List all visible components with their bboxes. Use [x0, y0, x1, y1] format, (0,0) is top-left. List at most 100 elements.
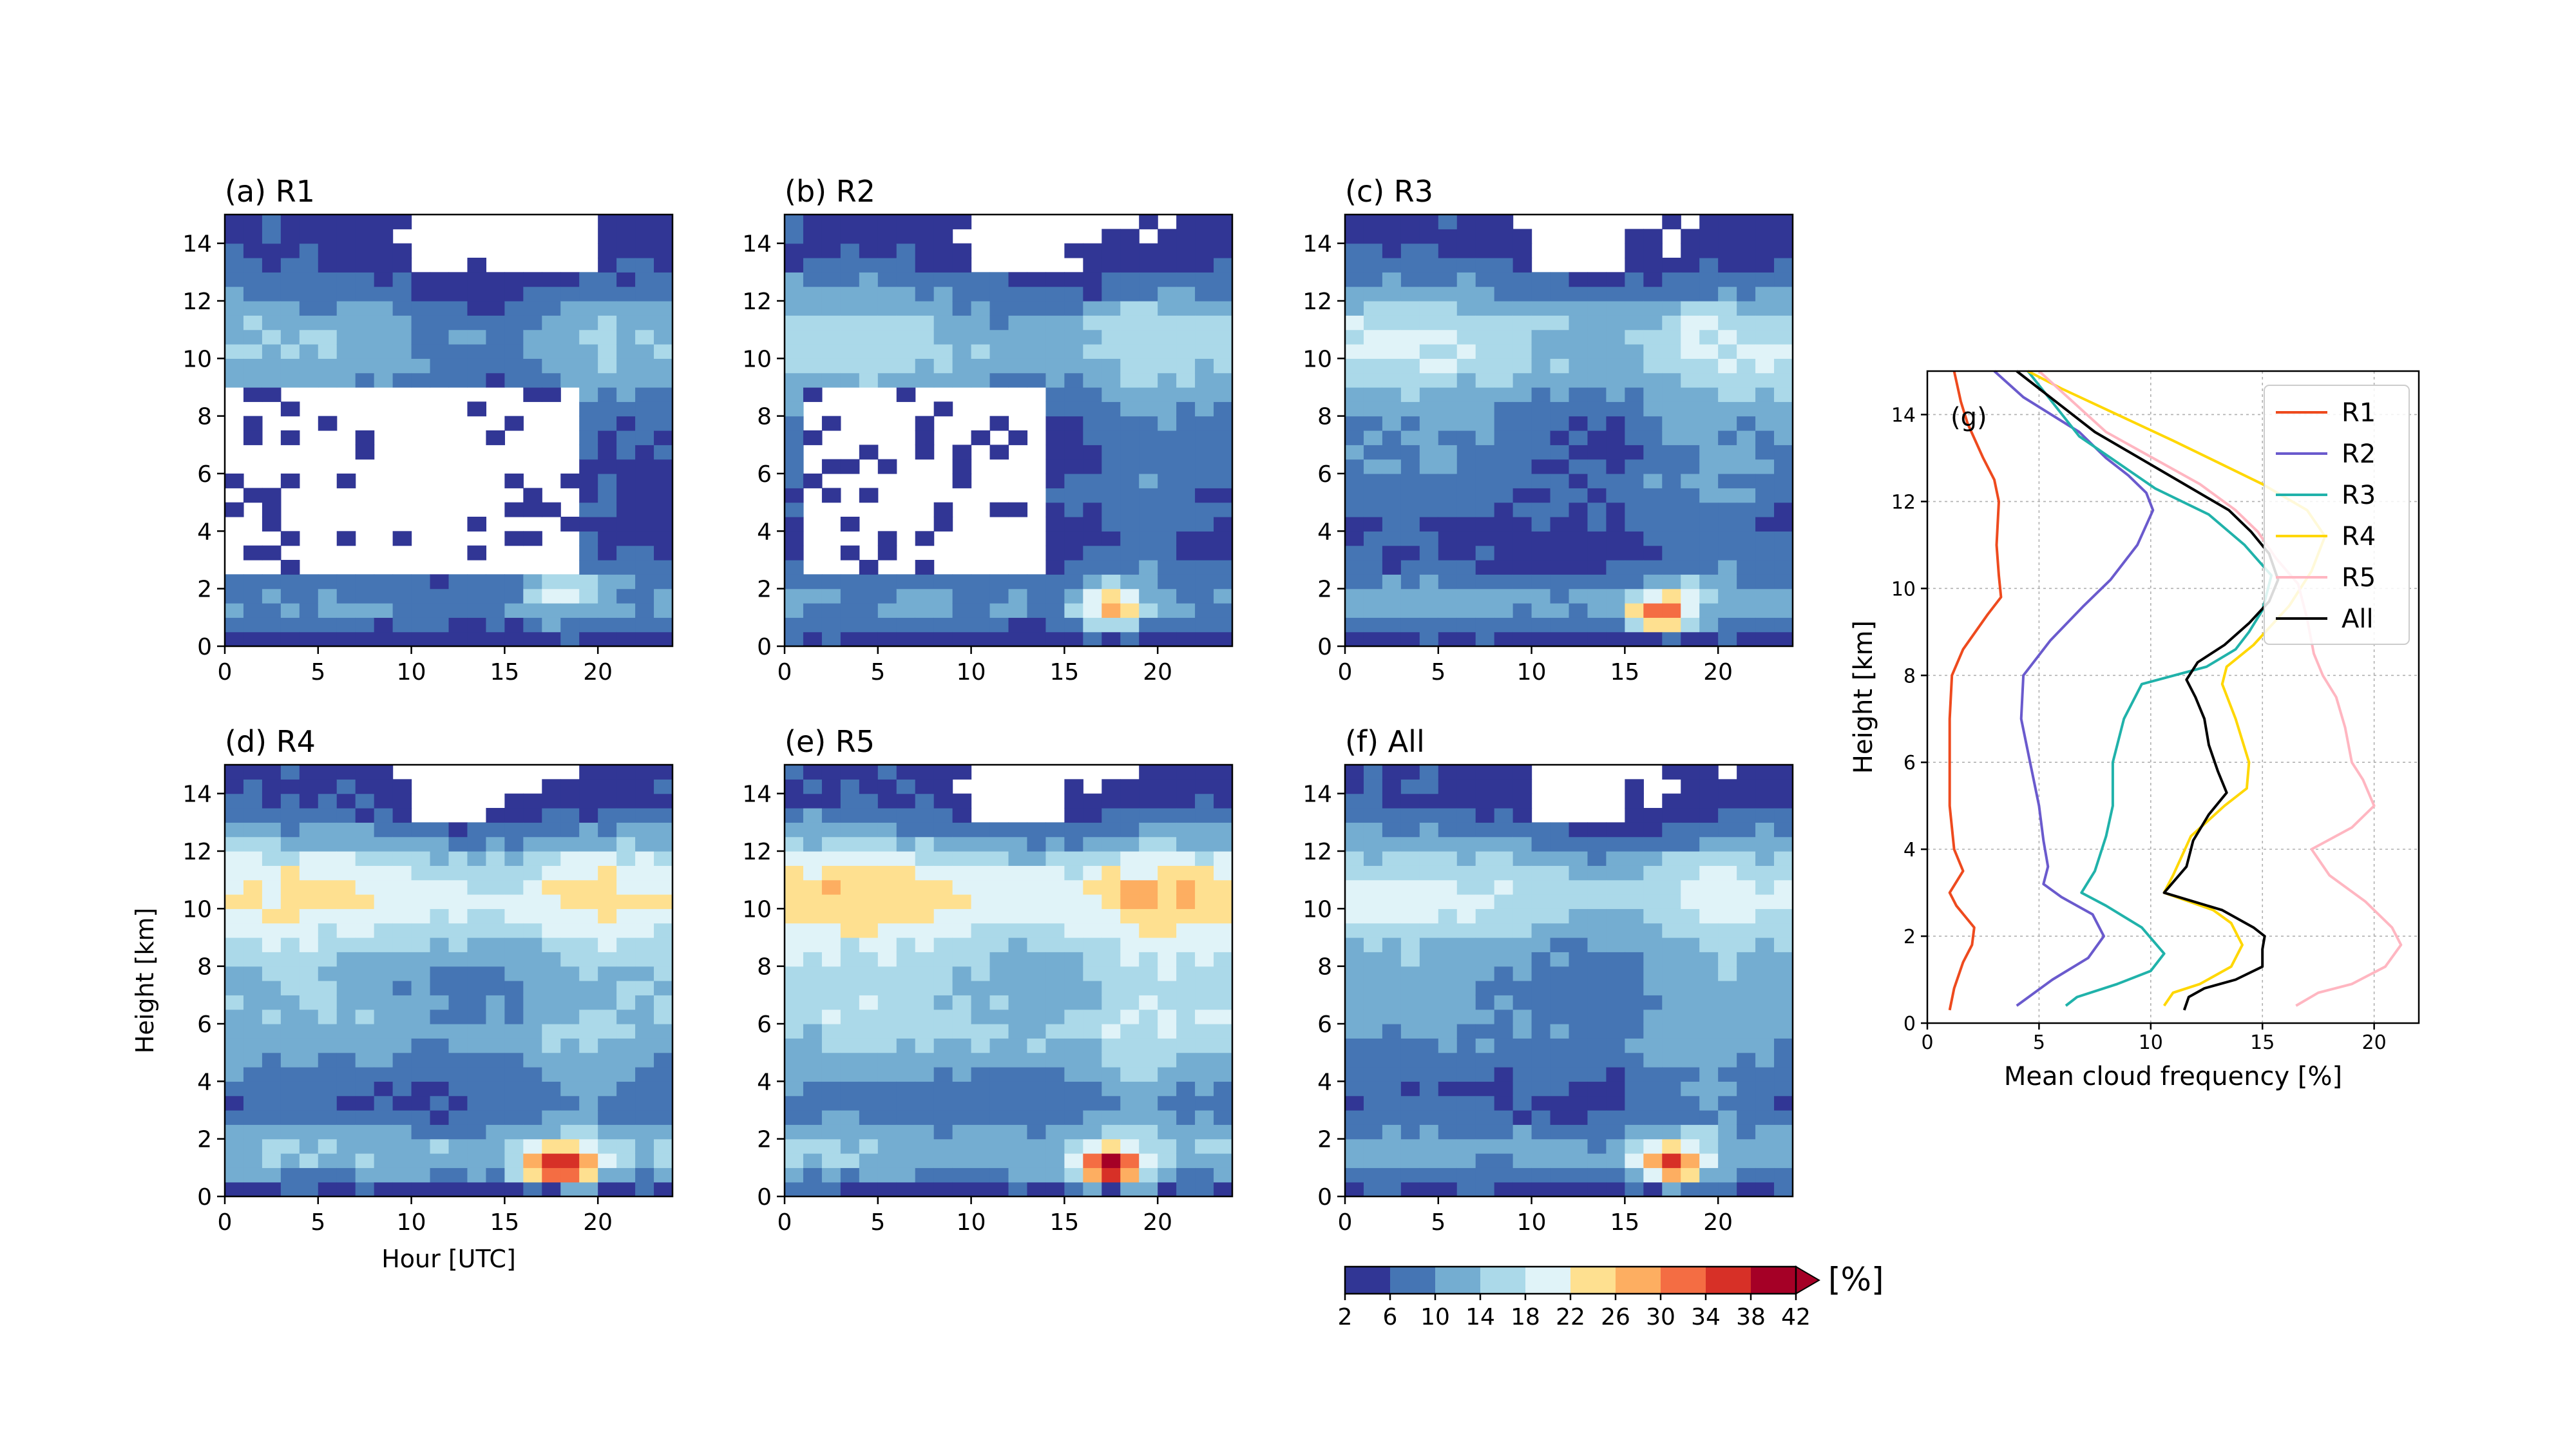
heatmap-cell — [635, 272, 654, 287]
x-tick-label: 20 — [2362, 1032, 2387, 1054]
heatmap-cell — [616, 808, 636, 823]
heatmap-cell — [1625, 229, 1644, 244]
heatmap-cell — [1382, 779, 1402, 794]
heatmap-cell — [1008, 603, 1028, 618]
heatmap-cell — [933, 1124, 953, 1140]
heatmap-cell — [915, 560, 935, 575]
heatmap-cell — [1045, 387, 1065, 402]
heatmap-cell — [1345, 981, 1364, 995]
series-line-r3 — [2027, 370, 2273, 1007]
heatmap-cell — [1456, 808, 1476, 823]
heatmap-cell — [840, 1009, 860, 1024]
heatmap-cell — [225, 1009, 244, 1024]
heatmap-cell — [1176, 531, 1196, 546]
colorbar-segment — [1480, 1267, 1526, 1294]
heatmap-cell — [1345, 952, 1364, 967]
heatmap-cell — [1755, 981, 1775, 995]
heatmap-cell — [1382, 1067, 1402, 1082]
heatmap-cell — [1494, 445, 1514, 460]
heatmap-cell — [1400, 545, 1420, 561]
heatmap-cell — [1512, 329, 1532, 345]
heatmap-cell — [560, 908, 580, 924]
heatmap-cell — [1625, 1110, 1644, 1125]
heatmap-cell — [1531, 517, 1551, 532]
heatmap-cell — [1755, 1095, 1775, 1111]
heatmap-cell — [392, 966, 412, 981]
heatmap-cell — [1662, 531, 1681, 546]
heatmap-cell — [225, 617, 244, 633]
heatmap-cell — [1419, 329, 1439, 345]
heatmap-cell — [635, 808, 654, 823]
heatmap-cell — [1064, 1167, 1083, 1183]
heatmap-cell — [504, 822, 524, 838]
heatmap-cell — [1008, 315, 1028, 331]
heatmap-cell — [1606, 1052, 1625, 1068]
heatmap-cell — [1531, 301, 1551, 316]
heatmap-cell — [1214, 1067, 1233, 1082]
heatmap-cell — [821, 981, 841, 995]
heatmap-cell — [1606, 995, 1625, 1010]
heatmap-cell — [859, 631, 879, 647]
heatmap-cell — [1363, 258, 1383, 273]
heatmap-cell — [355, 286, 375, 302]
heatmap-cell — [1475, 574, 1495, 590]
heatmap-cell — [1737, 1038, 1756, 1053]
heatmap-cell — [1438, 1024, 1458, 1039]
heatmap-cell — [1681, 243, 1700, 258]
heatmap-cell — [896, 1110, 916, 1125]
heatmap-cell — [1456, 1138, 1476, 1154]
heatmap-cell — [1083, 937, 1102, 952]
heatmap-cell — [1139, 1038, 1158, 1053]
heatmap-cell — [1139, 301, 1158, 316]
heatmap-cell — [1139, 765, 1158, 780]
heatmap-cell — [1363, 545, 1383, 561]
heatmap-cell — [1475, 851, 1495, 866]
heatmap-cell — [1718, 1067, 1737, 1082]
heatmap-cell — [1512, 401, 1532, 417]
heatmap-cell — [1494, 617, 1514, 633]
heatmap-cell — [1512, 545, 1532, 561]
heatmap-cell — [1382, 243, 1402, 258]
y-tick-label: 4 — [197, 1069, 212, 1095]
heatmap-cell — [1737, 765, 1756, 780]
heatmap-cell — [1512, 1052, 1532, 1068]
heatmap-cell — [1531, 836, 1551, 852]
heatmap-cell — [336, 1038, 356, 1053]
heatmap-cell — [1699, 808, 1719, 823]
heatmap-cell — [785, 908, 804, 924]
heatmap-cell — [635, 617, 654, 633]
legend-label: R1 — [2342, 398, 2376, 428]
heatmap-cell — [1438, 865, 1458, 881]
heatmap-cell — [542, 631, 561, 647]
heatmap-cell — [1027, 937, 1047, 952]
heatmap-cell — [598, 329, 617, 345]
heatmap-cell — [1419, 1095, 1439, 1111]
heatmap-cell — [598, 286, 617, 302]
heatmap-cell — [542, 966, 561, 981]
heatmap-cell — [560, 1110, 580, 1125]
heatmap-cell — [560, 1038, 580, 1053]
heatmap-cell — [616, 1138, 636, 1154]
heatmap-cell — [1363, 1052, 1383, 1068]
heatmap-cell — [448, 822, 468, 838]
heatmap-cell — [1139, 793, 1158, 809]
heatmap-cell — [1718, 372, 1737, 388]
heatmap-cell — [1008, 1067, 1028, 1082]
heatmap-cell — [1606, 923, 1625, 938]
heatmap-cell — [225, 952, 244, 967]
heatmap-cell — [1419, 517, 1439, 532]
heatmap-cell — [1774, 531, 1793, 546]
heatmap-cell — [374, 258, 394, 273]
heatmap-cell — [1643, 1138, 1663, 1154]
heatmap-cell — [1195, 865, 1214, 881]
heatmap-cell — [1176, 517, 1196, 532]
heatmap-cell — [785, 301, 804, 316]
x-tick-label: 0 — [1338, 659, 1353, 686]
heatmap-cell — [896, 229, 916, 244]
heatmap-cell — [1681, 229, 1700, 244]
heatmap-cell — [1102, 981, 1121, 995]
heatmap-cell — [542, 981, 561, 995]
heatmap-cell — [1512, 1182, 1532, 1197]
heatmap-cell — [1120, 937, 1140, 952]
heatmap-cell — [1345, 1038, 1364, 1053]
